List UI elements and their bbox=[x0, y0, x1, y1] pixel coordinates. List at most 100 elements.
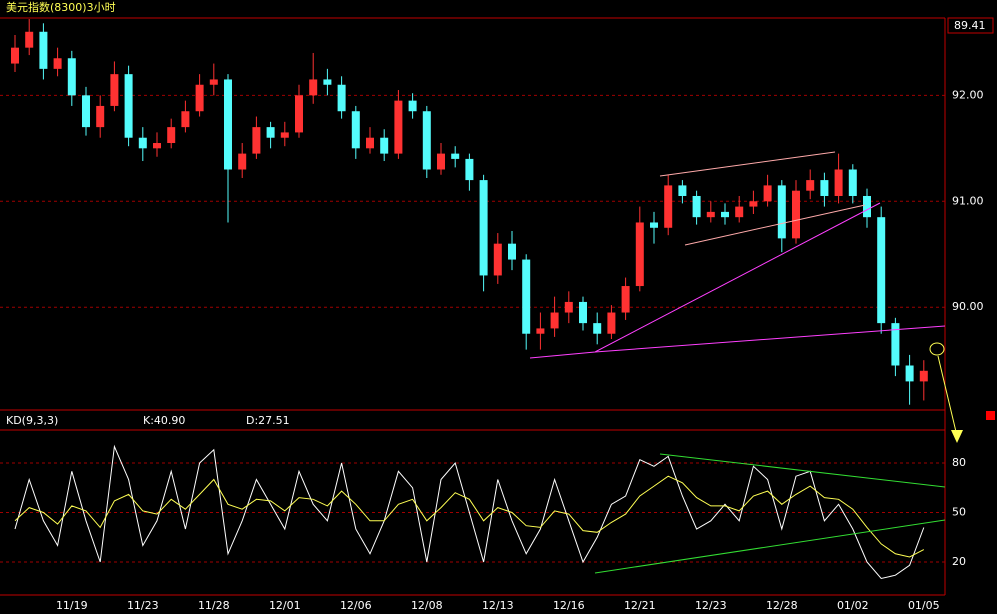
x-tick-label: 11/23 bbox=[127, 599, 159, 612]
candle-body bbox=[138, 137, 147, 149]
candle-body bbox=[309, 79, 318, 96]
candle-body bbox=[39, 31, 48, 69]
candle-body bbox=[266, 127, 275, 138]
candle-body bbox=[749, 201, 758, 207]
candle-body bbox=[678, 185, 687, 196]
candle-body bbox=[834, 169, 843, 196]
x-tick-label: 12/23 bbox=[695, 599, 727, 612]
candle-body bbox=[848, 169, 857, 196]
y-tick-label: 92.00 bbox=[952, 88, 984, 101]
annotations bbox=[529, 151, 963, 574]
candle-body bbox=[380, 137, 389, 154]
candle-body bbox=[437, 153, 445, 170]
candle-body bbox=[777, 185, 786, 239]
candle-body bbox=[721, 211, 729, 218]
candle-body bbox=[607, 312, 616, 334]
candle-body bbox=[351, 111, 360, 149]
kd-k-label: K:40.90 bbox=[143, 414, 185, 427]
candle-body bbox=[579, 301, 587, 324]
candle-body bbox=[550, 312, 559, 329]
candle-body bbox=[891, 323, 900, 366]
candle-body bbox=[53, 58, 62, 69]
candle-body bbox=[692, 195, 701, 218]
candle-body bbox=[806, 180, 815, 191]
kd-trend-line bbox=[594, 519, 946, 574]
kd-line bbox=[14, 475, 925, 558]
highlight bbox=[929, 342, 945, 356]
x-tick-label: 12/21 bbox=[624, 599, 656, 612]
y-tick-label: 50 bbox=[952, 506, 966, 519]
x-tick-label: 12/06 bbox=[340, 599, 372, 612]
candle-body bbox=[877, 217, 886, 324]
candle-body bbox=[905, 365, 914, 382]
candle-body bbox=[224, 79, 232, 170]
y-tick-label: 91.00 bbox=[952, 194, 984, 207]
y-tick-label: 80 bbox=[952, 456, 966, 469]
arrow-head bbox=[951, 430, 963, 443]
candle-body bbox=[167, 127, 176, 144]
candle-body bbox=[82, 95, 90, 128]
candle-body bbox=[124, 74, 133, 138]
candle-body bbox=[735, 206, 744, 218]
candle-body bbox=[479, 180, 488, 276]
channel-line bbox=[684, 204, 866, 246]
marker bbox=[986, 411, 995, 420]
chart-title: 美元指数(8300)3小时 bbox=[6, 0, 116, 14]
marks: 92.00 91.00 90.00 11/19 11/23 11/28 12/01 12/06… bbox=[0, 19, 984, 612]
candle-body bbox=[408, 100, 417, 112]
kd-trend-line bbox=[659, 453, 946, 488]
candle-body bbox=[621, 286, 630, 313]
candle-body bbox=[280, 132, 289, 138]
candle-body bbox=[650, 222, 658, 228]
candle-body bbox=[323, 79, 332, 85]
candle-body bbox=[863, 195, 871, 218]
y-tick-label: 20 bbox=[952, 555, 966, 568]
candle-body bbox=[422, 111, 431, 170]
candle-body bbox=[394, 100, 403, 154]
candle-body bbox=[465, 158, 474, 181]
candle-body bbox=[238, 153, 247, 170]
candle-body bbox=[67, 58, 76, 96]
candle-body bbox=[593, 323, 602, 334]
x-tick-label: 11/28 bbox=[198, 599, 230, 612]
kd-title: KD(9,3,3) bbox=[6, 414, 58, 427]
candle-body bbox=[522, 259, 531, 334]
x-tick-label: 12/08 bbox=[411, 599, 443, 612]
price-box bbox=[947, 17, 994, 34]
y-tick-label: 90.00 bbox=[952, 300, 984, 313]
candle-body bbox=[493, 243, 502, 276]
x-tick-label: 11/19 bbox=[56, 599, 88, 612]
candle-body bbox=[110, 74, 119, 106]
x-tick-label: 12/01 bbox=[269, 599, 301, 612]
candle-body bbox=[337, 84, 346, 112]
candle-body bbox=[820, 180, 829, 196]
x-tick-label: 12/16 bbox=[553, 599, 585, 612]
candle-body bbox=[508, 243, 516, 260]
candle-body bbox=[25, 31, 34, 48]
candle-body bbox=[195, 84, 204, 112]
candle-body bbox=[153, 143, 161, 149]
candle-body bbox=[706, 211, 715, 218]
candle-body bbox=[536, 328, 545, 334]
candle-body bbox=[96, 105, 105, 128]
x-tick-label: 12/28 bbox=[766, 599, 798, 612]
last-price: 89.41 bbox=[954, 19, 986, 32]
arrow bbox=[937, 355, 958, 437]
candle-body bbox=[366, 137, 374, 149]
kd-d-label: D:27.51 bbox=[246, 414, 290, 427]
x-tick-label: 01/02 bbox=[837, 599, 869, 612]
candle-body bbox=[664, 185, 673, 228]
candle-body bbox=[763, 185, 772, 202]
candle-body bbox=[181, 111, 190, 128]
candle-body bbox=[451, 153, 460, 159]
candle-body bbox=[635, 222, 644, 287]
candle-body bbox=[564, 301, 573, 313]
trend-line bbox=[594, 325, 946, 353]
x-tick-label: 12/13 bbox=[482, 599, 514, 612]
candle-body bbox=[792, 190, 800, 239]
candle-body bbox=[295, 95, 303, 133]
candle-body bbox=[209, 79, 218, 85]
channel-line bbox=[659, 151, 836, 177]
